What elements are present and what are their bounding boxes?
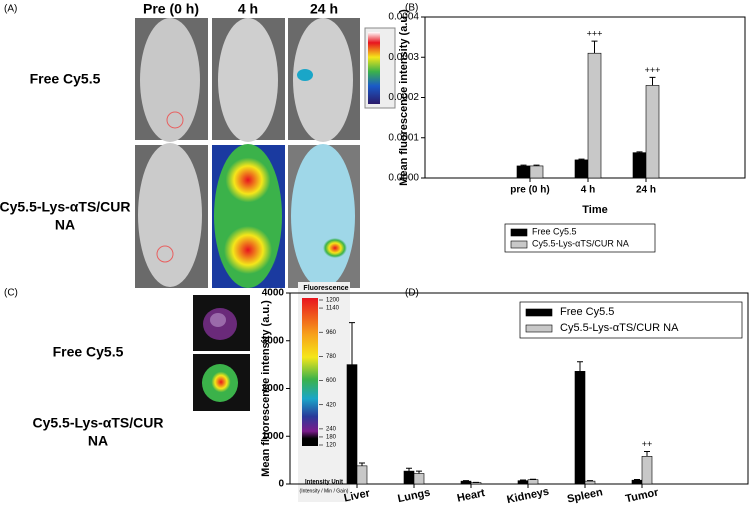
y-axis-label: Mean fluorescence intensity (a.u.): [398, 9, 410, 186]
y-tick-label: 3000: [262, 335, 285, 346]
legend-box: [504, 223, 656, 253]
colorbar-tick-label: 960: [326, 330, 337, 336]
colorbar-tick-label: 1200: [326, 298, 340, 304]
row-label: Free Cy5.5: [53, 344, 124, 360]
annotation: ++: [642, 439, 653, 449]
x-tick-label: Heart: [456, 487, 486, 505]
mouse-images: [135, 18, 396, 288]
colorbar-unit: Intensity Unit: [305, 480, 343, 486]
y-tick-label: 0.0004: [388, 12, 419, 23]
bar: [587, 52, 602, 179]
bar: [631, 479, 643, 485]
colorbar-tick-label: 1140: [326, 306, 340, 312]
column-label: 24 h: [310, 1, 338, 17]
bar: [356, 465, 368, 485]
annotation: +++: [587, 29, 603, 39]
x-tick-label: Lungs: [397, 487, 432, 506]
x-tick-label: Kidneys: [506, 486, 550, 507]
error-bar: [520, 164, 527, 166]
x-tick-label: Spleen: [566, 486, 604, 505]
panel-label: (C): [4, 288, 18, 299]
legend-swatch: [525, 324, 553, 333]
legend-box: [519, 301, 743, 339]
colorbar-tick-label: 600: [326, 378, 337, 384]
row-label: Free Cy5.5: [30, 71, 101, 87]
row-label: NA: [55, 217, 75, 233]
legend-label: Cy5.5-Lys-αTS/CUR NA: [560, 322, 679, 334]
legend-label: Free Cy5.5: [532, 226, 577, 236]
colorbar-title: Fluorescence: [303, 285, 348, 292]
error-bar: [359, 462, 365, 466]
colorbar-unit-note: (Intensity / Min / Gain): [300, 488, 349, 494]
bar: [346, 364, 358, 485]
column-label: 4 h: [238, 1, 258, 17]
bar: [403, 470, 415, 485]
colorbar-tick-label: 180: [326, 435, 337, 441]
y-tick-label: 1000: [262, 431, 285, 442]
error-bar: [578, 158, 585, 160]
y-tick-label: 4000: [262, 288, 285, 299]
plot-frame: [424, 16, 746, 179]
bar: [413, 473, 425, 485]
colorbar-tick-label: 240: [326, 426, 337, 432]
error-bar: [636, 151, 643, 153]
row-label: Cy5.5-Lys-αTS/CUR: [0, 199, 131, 215]
colorbar-tick-label: 780: [326, 354, 337, 360]
legend-label: Free Cy5.5: [560, 306, 614, 318]
bar: [632, 152, 647, 179]
x-tick-label: 4 h: [581, 185, 595, 196]
bar: [574, 159, 589, 179]
colorbar-tick-label: 420: [326, 402, 337, 408]
bar: [516, 165, 531, 179]
bar: [460, 480, 472, 485]
error-bar: [634, 478, 640, 481]
organ-images: [193, 282, 350, 502]
y-tick-label: 0: [278, 479, 284, 490]
error-bar: [649, 76, 656, 86]
y-tick-label: 0.0001: [388, 132, 419, 143]
x-tick-label: pre (0 h): [510, 185, 549, 196]
error-bar: [577, 361, 583, 372]
bar: [574, 371, 586, 485]
legend-swatch: [510, 240, 528, 249]
panel-label: (B): [405, 3, 418, 14]
bar: [527, 479, 539, 485]
column-label: Pre (0 h): [143, 1, 199, 17]
y-tick-label: 0.0003: [388, 52, 419, 63]
x-tick-label: Liver: [343, 487, 372, 504]
bar: [641, 456, 653, 485]
row-label: Cy5.5-Lys-αTS/CUR: [32, 415, 163, 431]
error-bar: [591, 40, 598, 54]
y-tick-label: 0.0002: [388, 92, 419, 103]
bar: [584, 480, 596, 485]
x-tick-label: 24 h: [636, 185, 656, 196]
error-bar: [406, 467, 412, 472]
y-tick-label: 2000: [262, 383, 285, 394]
error-bar: [520, 479, 526, 481]
error-bar: [533, 164, 540, 166]
legend-label: Cy5.5-Lys-αTS/CUR NA: [532, 238, 629, 248]
annotation: +++: [645, 65, 661, 75]
error-bar: [349, 322, 355, 365]
error-bar: [644, 451, 650, 457]
bar: [517, 480, 529, 485]
x-axis-label: Time: [582, 204, 607, 216]
y-tick-label: 0.0000: [388, 173, 419, 184]
colorbar-tick-label: 120: [326, 443, 337, 449]
legend-swatch: [525, 308, 553, 317]
y-axis-label: Mean fluorescence intensity (a.u.): [260, 300, 272, 477]
bar: [645, 85, 660, 179]
error-bar: [416, 470, 422, 474]
panel-label: (A): [4, 4, 17, 15]
x-tick-label: Tumor: [624, 486, 660, 505]
bar: [529, 165, 544, 179]
legend-swatch: [510, 228, 528, 237]
row-label: NA: [88, 433, 108, 449]
